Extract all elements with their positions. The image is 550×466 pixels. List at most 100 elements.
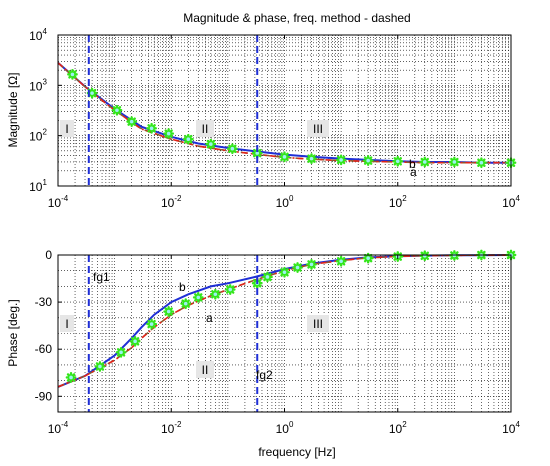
boundary-fg2-label: fg2 — [256, 368, 273, 382]
phase-x-ticks: 10-4 10-2 100 102 104 — [48, 255, 520, 436]
phase-region-III-label: III — [313, 317, 323, 331]
y-tick-label: 104 — [29, 27, 47, 43]
x-tick-base: 10 — [48, 422, 62, 436]
region-II-label: II — [202, 122, 209, 136]
y-tick-base: 10 — [29, 130, 43, 144]
phase-marker-center — [98, 364, 102, 369]
region-I-label: I — [65, 122, 68, 136]
phase-marker-center — [366, 256, 370, 260]
phase-marker-center — [265, 275, 270, 279]
chart-title: Magnitude & phase, freq. method - dashed — [183, 11, 410, 25]
y-tick-label: 0 — [45, 248, 52, 262]
phase-boundaries — [87, 255, 259, 412]
magnitude-marker-center — [115, 108, 119, 113]
y-tick-exponent: 4 — [42, 27, 47, 36]
y-tick-base: 10 — [29, 79, 43, 93]
magnitude-marker-center — [309, 156, 314, 161]
magnitude-marker-center — [129, 119, 134, 124]
y-tick-base: 10 — [29, 29, 43, 43]
magnitude-marker-center — [149, 126, 154, 131]
magnitude-curve-a-label: a — [410, 165, 417, 179]
phase-curve-b-label: b — [179, 280, 186, 294]
y-tick-label: -60 — [35, 342, 53, 356]
magnitude-ylabel-end: ] — [6, 72, 20, 75]
magnitude-marker-center — [166, 131, 171, 136]
magnitude-curve-b-label: b — [409, 157, 416, 171]
y-tick-label: 102 — [29, 128, 47, 144]
phase-marker-center — [228, 287, 233, 292]
x-tick-exponent: -4 — [61, 420, 69, 429]
magnitude-marker-center — [90, 91, 94, 95]
x-tick-base: 10 — [161, 422, 175, 436]
magnitude-marker-center — [395, 159, 400, 164]
x-tick-label: 102 — [389, 420, 407, 436]
phase-marker-center — [339, 259, 343, 264]
x-tick-base: 10 — [389, 196, 403, 210]
phase-marker-center — [295, 265, 300, 270]
phase-region-II-label: II — [202, 363, 209, 377]
boundary-fg1-label: fg1 — [93, 270, 110, 284]
x-tick-label: 100 — [276, 194, 294, 210]
phase-marker-center — [213, 292, 218, 297]
phase-series — [57, 249, 517, 388]
x-tick-label: 104 — [502, 420, 520, 436]
x-tick-base: 10 — [502, 422, 516, 436]
magnitude-panel: I II III b a 10-4 10-2 100 102 104 101102103… — [6, 27, 520, 210]
phase-marker-center — [133, 339, 137, 344]
y-tick-label: -90 — [35, 389, 53, 403]
phase-curve-a-label: a — [206, 311, 213, 325]
x-tick-label: 104 — [502, 194, 520, 210]
magnitude-marker-center — [282, 155, 287, 159]
x-tick-base: 10 — [48, 196, 62, 210]
y-tick-exponent: 3 — [42, 77, 47, 86]
x-tick-exponent: 4 — [515, 194, 520, 203]
y-tick-label: 103 — [29, 77, 47, 93]
phase-region-I-label: I — [65, 317, 68, 331]
y-tick-label: -30 — [35, 295, 53, 309]
phase-panel: I II III fg1 fg2 b a 10-4 10-2 100 102 104 0… — [6, 248, 520, 459]
phase-marker-center — [309, 262, 314, 267]
magnitude-marker-center — [186, 137, 191, 142]
xlabel-frequency: frequency [Hz] — [258, 445, 335, 459]
phase-region-III-box — [307, 315, 329, 332]
magnitude-marker-center — [255, 151, 260, 155]
magnitude-regions: I II III — [60, 120, 329, 137]
magnitude-marker-center — [209, 142, 213, 146]
x-tick-base: 10 — [502, 196, 516, 210]
phase-marker-center — [282, 270, 287, 275]
region-I-box — [60, 120, 74, 137]
x-tick-exponent: -4 — [61, 194, 69, 203]
x-tick-exponent: 2 — [402, 194, 407, 203]
y-tick-base: 10 — [29, 180, 43, 194]
magnitude-grid — [58, 35, 511, 186]
phase-regions: I II III — [60, 315, 329, 378]
x-tick-base: 10 — [389, 422, 403, 436]
x-tick-exponent: 4 — [515, 420, 520, 429]
magnitude-ylabel: Magnitude [Ω] — [6, 72, 20, 147]
magnitude-marker-center — [452, 160, 457, 164]
magnitude-marker-center — [230, 146, 235, 151]
magnitude-marker-center — [366, 158, 370, 163]
x-tick-base: 10 — [276, 196, 290, 210]
magnitude-ylabel-text: Magnitude [ — [6, 84, 20, 147]
magnitude-marker-center — [339, 158, 343, 162]
x-tick-label: 102 — [389, 194, 407, 210]
region-II-box — [196, 120, 214, 137]
magnitude-boundaries — [87, 35, 259, 186]
phase-y-ticks: 0 -30 -60 -90 — [35, 248, 62, 403]
x-tick-base: 10 — [161, 196, 175, 210]
x-tick-label: 10-2 — [161, 194, 182, 210]
region-III-box — [307, 120, 329, 137]
x-tick-exponent: 0 — [289, 194, 294, 203]
x-tick-label: 10-4 — [48, 194, 69, 210]
phase-marker-center — [166, 309, 171, 314]
x-tick-exponent: 2 — [402, 420, 407, 429]
region-III-label: III — [313, 122, 323, 136]
x-tick-label: 10-2 — [161, 420, 182, 436]
phase-region-II-box — [196, 361, 214, 378]
x-tick-base: 10 — [276, 422, 290, 436]
phase-marker-center — [196, 295, 201, 300]
magnitude-series — [57, 62, 517, 169]
